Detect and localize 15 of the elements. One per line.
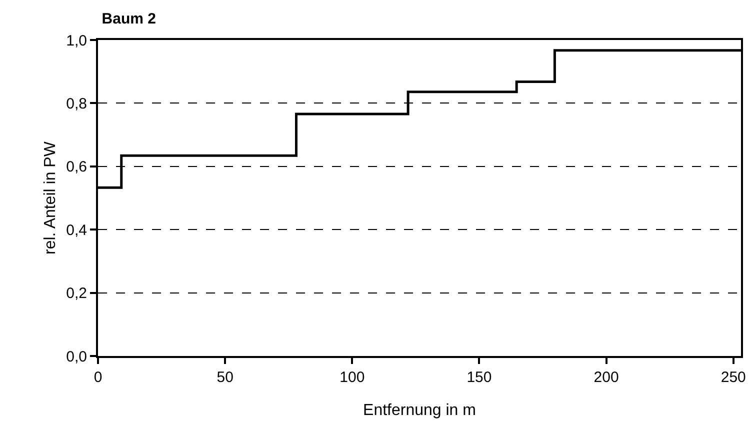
- x-tick-label: 100: [340, 369, 365, 386]
- y-tick-label: 0,2: [66, 285, 87, 302]
- chart-title: Baum 2: [102, 10, 156, 28]
- y-tick-label: 0,8: [66, 95, 87, 112]
- y-tick-label: 1,0: [66, 32, 87, 50]
- y-tick-label: 0,6: [66, 158, 87, 176]
- y-tick-label: 0,0: [66, 348, 87, 366]
- y-axis-title: rel. Anteil in PW: [42, 140, 59, 254]
- x-tick-label: 200: [594, 369, 619, 386]
- y-tick-label: 0,4: [66, 222, 87, 239]
- x-tick-label: 0: [94, 369, 102, 386]
- x-tick-label: 150: [466, 369, 492, 386]
- x-tick-label: 50: [216, 369, 234, 386]
- x-tick-label: 250: [720, 369, 746, 386]
- x-axis-title: Entfernung in m: [363, 402, 476, 419]
